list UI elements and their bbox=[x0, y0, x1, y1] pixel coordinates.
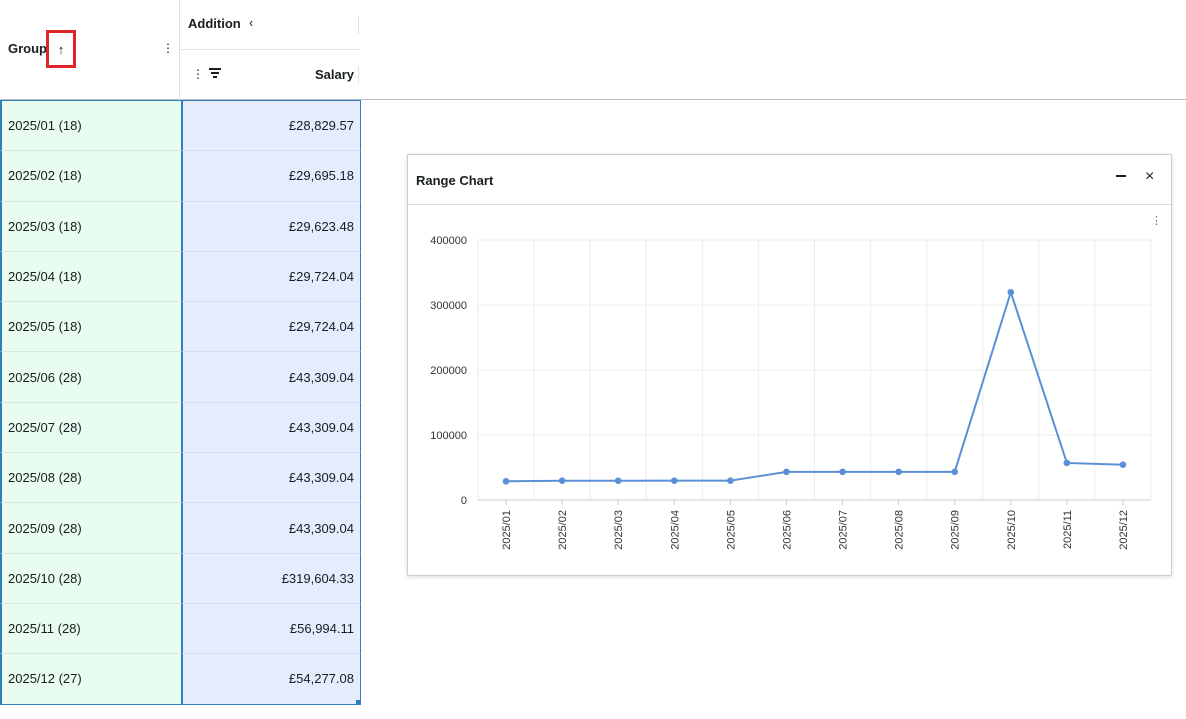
data-point bbox=[558, 477, 566, 484]
group-cell[interactable]: 2025/08 (28) bbox=[0, 453, 181, 504]
salary-cell[interactable]: £29,724.04 bbox=[181, 251, 361, 303]
x-tick-label: 2025/11 bbox=[1062, 510, 1074, 549]
addition-column-group-header[interactable]: Addition ‹ bbox=[180, 0, 360, 50]
y-tick-label: 0 bbox=[461, 495, 467, 507]
range-selection-border bbox=[0, 100, 361, 101]
x-tick-label: 2025/03 bbox=[613, 510, 625, 550]
y-tick-label: 100000 bbox=[430, 430, 467, 442]
salary-cell[interactable]: £29,724.04 bbox=[181, 302, 361, 353]
salary-cell[interactable]: £29,695.18 bbox=[181, 151, 361, 202]
salary-column-menu-icon[interactable]: ⋮ bbox=[192, 67, 204, 81]
group-cell[interactable]: 2025/04 (18) bbox=[0, 251, 181, 303]
group-cell[interactable]: 2025/06 (28) bbox=[0, 352, 181, 403]
group-cell[interactable]: 2025/02 (18) bbox=[0, 151, 181, 202]
table-row[interactable]: 2025/04 (18) £29,724.04 bbox=[0, 251, 362, 303]
table-row[interactable]: 2025/05 (18) £29,724.04 bbox=[0, 302, 362, 353]
grid-body: 2025/01 (18) £28,829.57 2025/02 (18) £29,69… bbox=[0, 101, 362, 705]
group-cell[interactable]: 2025/11 (28) bbox=[0, 603, 181, 655]
addition-header-label: Addition bbox=[188, 16, 241, 31]
sort-ascending-button[interactable]: ↑ bbox=[46, 30, 76, 68]
salary-cell[interactable]: £54,277.08 bbox=[181, 654, 361, 705]
x-tick-label: 2025/09 bbox=[950, 510, 962, 550]
data-point bbox=[1007, 288, 1015, 296]
x-tick-label: 2025/01 bbox=[501, 510, 513, 550]
line-chart: 0 100000 200000 300000 400000 2025/01 2025/02 2… bbox=[430, 235, 1152, 550]
group-column-menu-icon[interactable]: ⋮ bbox=[162, 41, 174, 55]
range-chart-panel[interactable]: Range Chart × ⋮ 0 100000 200000 300000 40000… bbox=[407, 154, 1172, 576]
group-cell[interactable]: 2025/03 (18) bbox=[0, 201, 181, 252]
table-row[interactable]: 2025/03 (18) £29,623.48 bbox=[0, 201, 362, 252]
salary-cell[interactable]: £43,309.04 bbox=[181, 402, 361, 454]
grid-header: Group ↑ ⋮ Addition ‹ ⋮ Salary bbox=[0, 0, 1186, 100]
group-cell[interactable]: 2025/01 (18) bbox=[0, 101, 181, 152]
table-row[interactable]: 2025/11 (28) £56,994.11 bbox=[0, 603, 362, 655]
y-tick-label: 300000 bbox=[430, 300, 467, 312]
group-cell[interactable]: 2025/05 (18) bbox=[0, 302, 181, 353]
fill-handle[interactable] bbox=[356, 700, 361, 705]
chart-menu-icon[interactable]: ⋮ bbox=[1151, 215, 1162, 227]
header-resize-handle[interactable] bbox=[358, 16, 359, 34]
salary-cell[interactable]: £319,604.33 bbox=[181, 553, 361, 604]
salary-cell[interactable]: £29,623.48 bbox=[181, 201, 361, 252]
table-row[interactable]: 2025/09 (28) £43,309.04 bbox=[0, 503, 362, 554]
y-tick-label: 200000 bbox=[430, 365, 467, 377]
group-column-header[interactable]: Group ↑ ⋮ bbox=[0, 0, 180, 100]
data-point bbox=[670, 477, 678, 484]
x-tick-label: 2025/07 bbox=[838, 510, 850, 550]
table-row[interactable]: 2025/01 (18) £28,829.57 bbox=[0, 101, 362, 152]
data-point bbox=[839, 468, 846, 476]
x-tick-label: 2025/10 bbox=[1006, 510, 1018, 550]
group-cell[interactable]: 2025/07 (28) bbox=[0, 402, 181, 454]
salary-header-label: Salary bbox=[314, 67, 354, 82]
header-resize-handle[interactable] bbox=[358, 66, 359, 84]
salary-cell[interactable]: £43,309.04 bbox=[181, 352, 361, 403]
chart-panel-title: Range Chart bbox=[416, 173, 494, 188]
x-tick-label: 2025/02 bbox=[557, 510, 569, 550]
table-row[interactable]: 2025/08 (28) £43,309.04 bbox=[0, 453, 362, 504]
data-point bbox=[727, 477, 734, 484]
data-point bbox=[951, 468, 959, 476]
data-point bbox=[1063, 459, 1071, 467]
table-row[interactable]: 2025/10 (28) £319,604.33 bbox=[0, 553, 362, 604]
y-tick-label: 400000 bbox=[430, 235, 467, 247]
data-point bbox=[614, 477, 622, 485]
salary-column-header[interactable]: ⋮ Salary bbox=[180, 50, 360, 100]
table-row[interactable]: 2025/12 (27) £54,277.08 bbox=[0, 654, 362, 705]
series-line bbox=[506, 288, 1123, 483]
group-cell[interactable]: 2025/10 (28) bbox=[0, 553, 181, 604]
x-tick-label: 2025/08 bbox=[894, 510, 906, 550]
data-point bbox=[1119, 461, 1127, 469]
x-tick-label: 2025/06 bbox=[781, 510, 793, 550]
x-tick-label: 2025/04 bbox=[669, 510, 681, 550]
range-selection-border bbox=[0, 704, 361, 705]
table-row[interactable]: 2025/02 (18) £29,695.18 bbox=[0, 151, 362, 202]
data-point bbox=[783, 468, 790, 476]
filter-icon[interactable] bbox=[209, 68, 221, 78]
group-cell[interactable]: 2025/09 (28) bbox=[0, 503, 181, 554]
minimize-icon[interactable] bbox=[1116, 175, 1126, 177]
salary-cell[interactable]: £28,829.57 bbox=[181, 101, 361, 152]
group-cell[interactable]: 2025/12 (27) bbox=[0, 654, 181, 705]
x-tick-label: 2025/12 bbox=[1118, 510, 1130, 550]
close-icon[interactable]: × bbox=[1145, 168, 1155, 185]
data-point bbox=[502, 477, 510, 485]
arrow-up-icon: ↑ bbox=[57, 41, 65, 57]
chart-title-bar[interactable]: Range Chart × bbox=[408, 155, 1171, 205]
x-tick-label: 2025/05 bbox=[725, 510, 737, 550]
chevron-left-icon[interactable]: ‹ bbox=[249, 15, 254, 30]
salary-cell[interactable]: £43,309.04 bbox=[181, 453, 361, 504]
group-header-label: Group bbox=[8, 41, 47, 56]
table-row[interactable]: 2025/07 (28) £43,309.04 bbox=[0, 402, 362, 454]
salary-cell[interactable]: £43,309.04 bbox=[181, 503, 361, 554]
table-row[interactable]: 2025/06 (28) £43,309.04 bbox=[0, 352, 362, 403]
data-point bbox=[895, 468, 902, 476]
salary-cell[interactable]: £56,994.11 bbox=[181, 603, 361, 655]
